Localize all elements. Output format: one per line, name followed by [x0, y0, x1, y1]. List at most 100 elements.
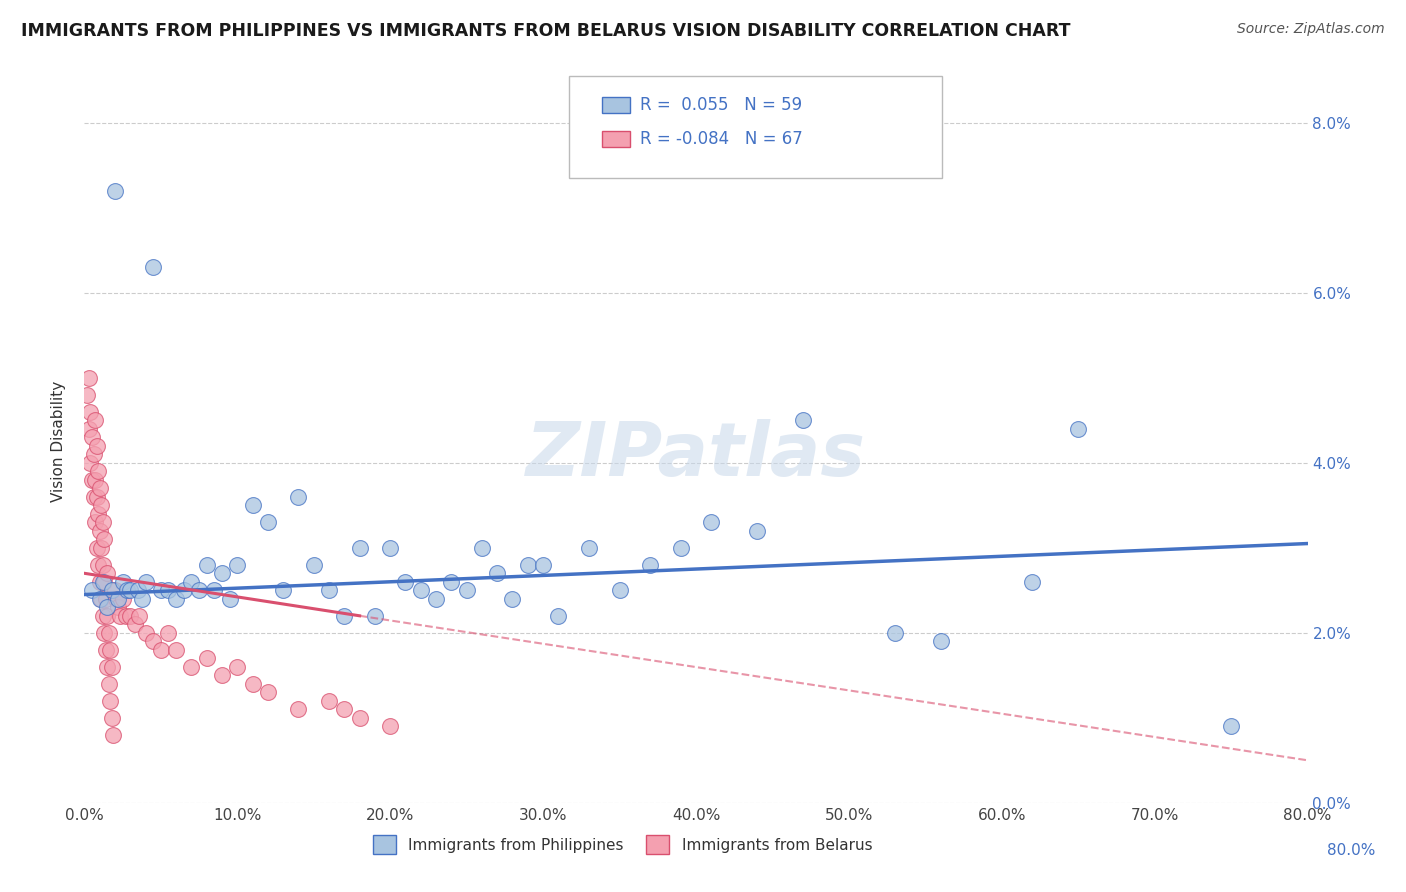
Point	[669, 541, 692, 555]
Point	[80, 473, 103, 487]
Point	[98, 694, 121, 708]
Point	[349, 711, 371, 725]
Point	[380, 541, 402, 555]
Point	[77, 422, 100, 436]
Point	[135, 625, 157, 640]
Legend: Immigrants from Philippines, Immigrants from Belarus: Immigrants from Philippines, Immigrants …	[367, 830, 879, 860]
Point	[101, 660, 124, 674]
Text: R = -0.084   N = 67: R = -0.084 N = 67	[640, 130, 803, 148]
Point	[86, 439, 108, 453]
Point	[83, 490, 105, 504]
Point	[89, 574, 111, 589]
Point	[84, 516, 107, 530]
Point	[142, 260, 165, 275]
Point	[135, 574, 157, 589]
Point	[90, 541, 112, 555]
Point	[486, 566, 509, 581]
Point	[531, 558, 554, 572]
Point	[333, 702, 356, 716]
Point	[287, 702, 309, 716]
Point	[97, 625, 120, 640]
Text: ZIPatlas: ZIPatlas	[526, 419, 866, 492]
Point	[257, 516, 280, 530]
Point	[157, 625, 180, 640]
Point	[108, 608, 131, 623]
Point	[1220, 719, 1243, 733]
Point	[111, 591, 134, 606]
Point	[93, 625, 115, 640]
Point	[93, 574, 115, 589]
Point	[318, 694, 340, 708]
Point	[90, 498, 112, 512]
Point	[287, 490, 309, 504]
Point	[111, 574, 134, 589]
Point	[318, 583, 340, 598]
Point	[103, 728, 125, 742]
Point	[929, 634, 952, 648]
Point	[96, 608, 118, 623]
Point	[638, 558, 661, 572]
Point	[89, 591, 111, 606]
Point	[165, 591, 187, 606]
Point	[211, 668, 233, 682]
Point	[202, 583, 225, 598]
Point	[89, 524, 111, 538]
Point	[226, 660, 249, 674]
Point	[195, 651, 218, 665]
Point	[96, 660, 118, 674]
Point	[127, 583, 149, 598]
Point	[89, 481, 111, 495]
Point	[409, 583, 432, 598]
Point	[86, 490, 108, 504]
Point	[87, 558, 110, 572]
Point	[1067, 422, 1090, 436]
Point	[1021, 574, 1043, 589]
Point	[180, 660, 202, 674]
Point	[516, 558, 538, 572]
Point	[93, 533, 115, 547]
Point	[94, 642, 117, 657]
Point	[107, 591, 129, 606]
Point	[149, 642, 172, 657]
Point	[188, 583, 211, 598]
Point	[211, 566, 233, 581]
Point	[90, 591, 112, 606]
Point	[91, 608, 114, 623]
Y-axis label: Vision Disability: Vision Disability	[51, 381, 66, 502]
Point	[456, 583, 478, 598]
Point	[84, 413, 107, 427]
Point	[86, 541, 108, 555]
Point	[96, 566, 118, 581]
Point	[226, 558, 249, 572]
Point	[380, 719, 402, 733]
Point	[96, 600, 118, 615]
Point	[107, 600, 129, 615]
Text: 80.0%: 80.0%	[1327, 843, 1375, 858]
Text: IMMIGRANTS FROM PHILIPPINES VS IMMIGRANTS FROM BELARUS VISION DISABILITY CORRELA: IMMIGRANTS FROM PHILIPPINES VS IMMIGRANT…	[21, 22, 1070, 40]
Point	[79, 405, 101, 419]
Point	[91, 516, 114, 530]
Point	[87, 464, 110, 478]
Point	[242, 498, 264, 512]
Point	[76, 388, 98, 402]
Point	[120, 583, 142, 598]
Point	[91, 574, 114, 589]
Point	[87, 507, 110, 521]
Point	[349, 541, 371, 555]
Point	[440, 574, 463, 589]
Text: R =  0.055   N = 59: R = 0.055 N = 59	[640, 96, 801, 114]
Point	[124, 617, 146, 632]
Point	[101, 711, 124, 725]
Point	[104, 184, 127, 198]
Point	[180, 574, 202, 589]
Point	[101, 583, 124, 598]
Point	[83, 447, 105, 461]
Point	[157, 583, 180, 598]
Point	[104, 583, 127, 598]
Point	[394, 574, 416, 589]
Point	[425, 591, 447, 606]
Point	[838, 158, 860, 172]
Point	[84, 473, 107, 487]
Point	[94, 591, 117, 606]
Text: Source: ZipAtlas.com: Source: ZipAtlas.com	[1237, 22, 1385, 37]
